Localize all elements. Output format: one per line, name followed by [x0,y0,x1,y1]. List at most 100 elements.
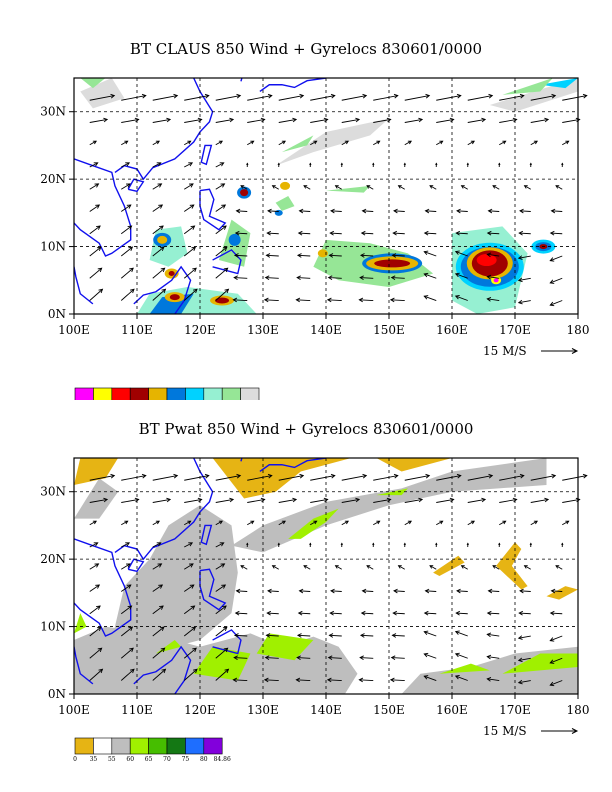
wind-arrowhead [93,542,99,547]
wind-arrowhead [326,297,332,303]
wind-arrowhead [519,473,525,479]
wind-arrowhead [222,246,228,251]
wind-vector [247,520,254,526]
cloud-region [275,196,295,211]
wind-arrowhead [486,632,492,638]
wind-arrowhead [454,272,460,278]
wind-arrowhead [488,93,494,99]
wind-arrowhead [265,633,271,638]
wind-vector [551,210,563,212]
wind-arrowhead [533,140,539,145]
wind-arrowhead [323,117,329,123]
wind-vector [362,210,374,212]
wind-vector [233,679,248,681]
wind-vector [550,300,563,306]
colorbar-box [74,737,94,755]
wind-vector [329,254,342,257]
coastline-3 [200,524,213,546]
pwat-region [502,653,578,674]
wind-vector [183,288,198,301]
wind-vector [183,267,197,279]
wind-arrowhead [330,473,336,479]
wind-vector [247,118,265,123]
wind-vector [436,498,454,503]
x-tick-label: 150E [373,703,405,717]
x-tick-label: 100E [58,703,90,717]
wind-arrowhead [327,655,333,661]
wind-vector [551,590,563,592]
wind-arrowhead [235,208,241,214]
wind-vector [121,475,146,481]
convective-cell [169,294,180,301]
wind-vector [392,634,405,637]
wind-vector [391,657,405,659]
wind-arrowhead [260,117,266,123]
wind-arrowhead [297,610,303,616]
wind-vector [550,680,563,686]
wind-vector [120,267,134,279]
wind-arrowhead [232,677,238,683]
wind-arrowhead [565,140,570,145]
wind-arrowhead [267,473,273,479]
cloud-region [80,78,106,89]
convective-cell [157,235,168,244]
wind-arrowhead [555,185,560,189]
colorbar-box [166,737,186,755]
wind-vector [310,140,317,146]
wind-arrowhead [330,208,335,214]
wind-arrowhead [470,520,476,525]
wind-arrowhead [486,230,492,236]
pwat-wind-chart: 100E 110E 120E 130E 140E 150E 160E 170E 180 0N 10N… [40,457,590,763]
wind-vector [360,277,374,279]
wind-arrowhead [386,117,392,123]
wind-vector [121,162,130,168]
wind-vector [390,679,405,681]
wind-arrowhead [219,162,225,167]
wind-arrowhead [561,542,564,546]
wind-arrowhead [360,230,366,236]
wind-vector [436,475,461,481]
wind-arrowhead [544,497,550,503]
wind-vector [518,635,531,639]
wind-arrowhead [393,93,399,99]
wind-arrowhead [512,117,518,123]
wind-vector [89,267,102,279]
x-tick-label: 100E [58,323,90,337]
wind-vector [89,225,101,235]
wind-arrowhead [344,140,350,145]
wind-vector [184,95,209,101]
wind-arrowhead [292,497,298,503]
wind-vector [518,277,531,281]
colorbar-box [148,737,168,755]
wind-arrowhead [502,520,507,525]
wind-arrowhead [192,668,198,674]
claus-wind-chart: 100E 110E 120E 130E 140E 150E 160E 170E 180 0N 10N… [40,77,589,400]
wind-arrowhead [407,140,413,145]
wind-vector [327,299,342,301]
wind-vector [519,590,531,592]
wind-vector [455,251,468,257]
y-tick-label: 10N [40,240,66,254]
wind-vector [89,542,98,548]
wind-arrowhead [403,162,406,166]
wind-vector [488,590,500,592]
wind-vector [436,118,454,123]
wind-arrowhead [127,225,133,230]
wind-vector [184,498,202,503]
wind-vector [518,300,531,304]
wind-vector [184,475,209,481]
wind-arrowhead [424,208,430,214]
wind-arrowhead [423,295,429,300]
wind-arrowhead [236,473,242,479]
wind-vector [184,183,194,190]
wind-vector [215,162,224,168]
wind-arrowhead [267,93,273,99]
colorbar-label: 35 [90,756,98,763]
convective-cell [168,271,175,277]
cloud-region [326,185,371,193]
wind-vector [152,162,161,168]
wind-arrowhead [159,225,164,230]
wind-vector [121,498,139,503]
x-tick-label: 180 [567,703,590,717]
wind-vector [341,95,367,101]
